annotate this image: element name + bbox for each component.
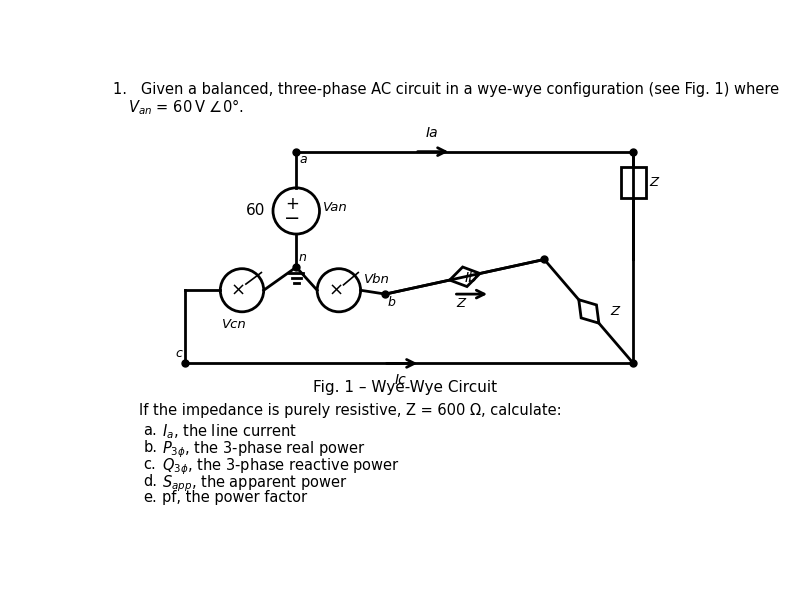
Text: Ic: Ic: [395, 373, 407, 388]
Text: Fig. 1 – Wye-Wye Circuit: Fig. 1 – Wye-Wye Circuit: [312, 381, 497, 395]
Text: n: n: [298, 251, 306, 264]
Text: c.: c.: [144, 457, 156, 471]
Text: If the impedance is purely resistive, Z = 600 Ω, calculate:: If the impedance is purely resistive, Z …: [139, 404, 562, 418]
FancyBboxPatch shape: [621, 167, 645, 198]
Text: Ib: Ib: [464, 271, 477, 285]
Text: +: +: [286, 195, 299, 213]
Text: c: c: [175, 348, 182, 360]
Text: b.: b.: [144, 440, 158, 455]
Text: $V_{an}$ = 60 V ∠0°.: $V_{an}$ = 60 V ∠0°.: [128, 97, 244, 117]
Text: Van: Van: [323, 201, 347, 214]
Text: Z: Z: [611, 305, 619, 318]
Text: a: a: [299, 153, 307, 166]
Text: a.: a.: [144, 422, 157, 438]
Text: Z: Z: [649, 176, 658, 189]
Text: 60: 60: [246, 204, 266, 218]
Text: pf, the power factor: pf, the power factor: [163, 490, 307, 506]
Text: b: b: [387, 296, 395, 309]
Text: $I_a$, the line current: $I_a$, the line current: [163, 422, 297, 441]
Text: $Q_{3\phi}$, the 3-phase reactive power: $Q_{3\phi}$, the 3-phase reactive power: [163, 457, 400, 477]
Text: e.: e.: [144, 490, 157, 506]
Text: $S_{app}$, the apparent power: $S_{app}$, the apparent power: [163, 474, 348, 494]
Text: ×: ×: [328, 281, 343, 299]
Text: d.: d.: [144, 474, 158, 489]
Text: Vbn: Vbn: [364, 273, 390, 286]
Text: ×: ×: [230, 281, 245, 299]
Text: −: −: [284, 209, 301, 228]
Text: 1.   Given a balanced, three-phase AC circuit in a wye-wye configuration (see Fi: 1. Given a balanced, three-phase AC circ…: [113, 81, 779, 97]
Text: Vcn: Vcn: [222, 318, 247, 331]
Text: Z: Z: [456, 297, 466, 310]
Text: $P_{3\phi}$, the 3-phase real power: $P_{3\phi}$, the 3-phase real power: [163, 440, 366, 460]
Text: Ia: Ia: [425, 126, 438, 140]
